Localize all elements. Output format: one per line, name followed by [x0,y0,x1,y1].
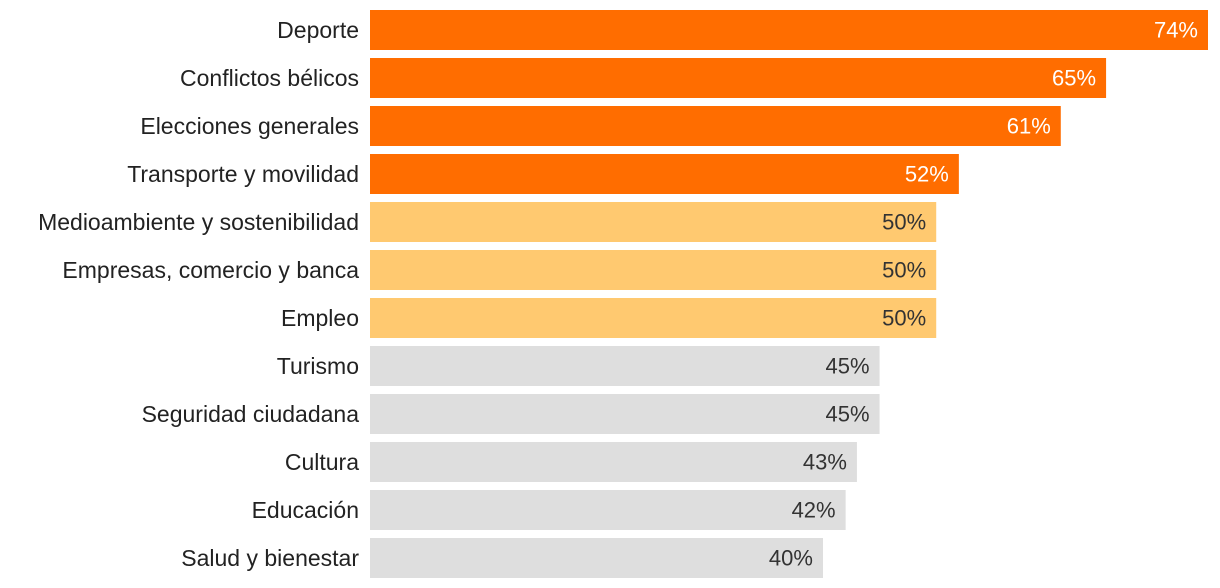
bar-row: Elecciones generales 61% [140,106,1061,146]
category-label: Educación [252,497,359,523]
value-label: 61% [1007,114,1051,139]
bar-row: Empleo 50% [281,298,937,338]
bar-row: Cultura 43% [285,442,857,482]
value-label: 50% [882,210,926,235]
bar [370,346,880,386]
category-label: Conflictos bélicos [180,65,359,91]
category-label: Transporte y movilidad [127,161,359,187]
bar [370,538,823,578]
category-label: Deporte [277,17,359,43]
bar-row: Educación 42% [252,490,846,530]
bar [370,58,1107,98]
bar [370,298,937,338]
category-label: Turismo [277,353,359,379]
bar-row: Transporte y movilidad 52% [127,154,959,194]
bar-row: Salud y bienestar 40% [181,538,823,578]
bar [370,202,937,242]
bars-layer: Deporte 74% Conflictos bélicos 65% Eleccione… [38,10,1208,578]
category-label: Elecciones generales [140,113,359,139]
bar [370,154,959,194]
value-label: 74% [1154,18,1198,43]
bar-row: Seguridad ciudadana 45% [142,394,880,434]
value-label: 45% [826,402,870,427]
category-label: Medioambiente y sostenibilidad [38,209,359,235]
bar [370,250,937,290]
bar-row: Turismo 45% [277,346,880,386]
category-label: Cultura [285,449,359,475]
value-label: 65% [1052,66,1096,91]
value-label: 42% [792,498,836,523]
category-label: Salud y bienestar [181,545,359,571]
category-label: Seguridad ciudadana [142,401,360,427]
bar-row: Conflictos bélicos 65% [180,58,1107,98]
value-label: 52% [905,162,949,187]
value-label: 50% [882,258,926,283]
bar [370,10,1208,50]
bar [370,394,880,434]
category-label: Empleo [281,305,359,331]
value-label: 43% [803,450,847,475]
bar-row: Deporte 74% [277,10,1208,50]
category-label: Empresas, comercio y banca [62,257,359,283]
value-label: 50% [882,306,926,331]
value-label: 45% [826,354,870,379]
bar-row: Medioambiente y sostenibilidad 50% [38,202,937,242]
bar [370,442,857,482]
bar-row: Empresas, comercio y banca 50% [62,250,937,290]
value-label: 40% [769,546,813,571]
bar [370,106,1061,146]
bar [370,490,846,530]
